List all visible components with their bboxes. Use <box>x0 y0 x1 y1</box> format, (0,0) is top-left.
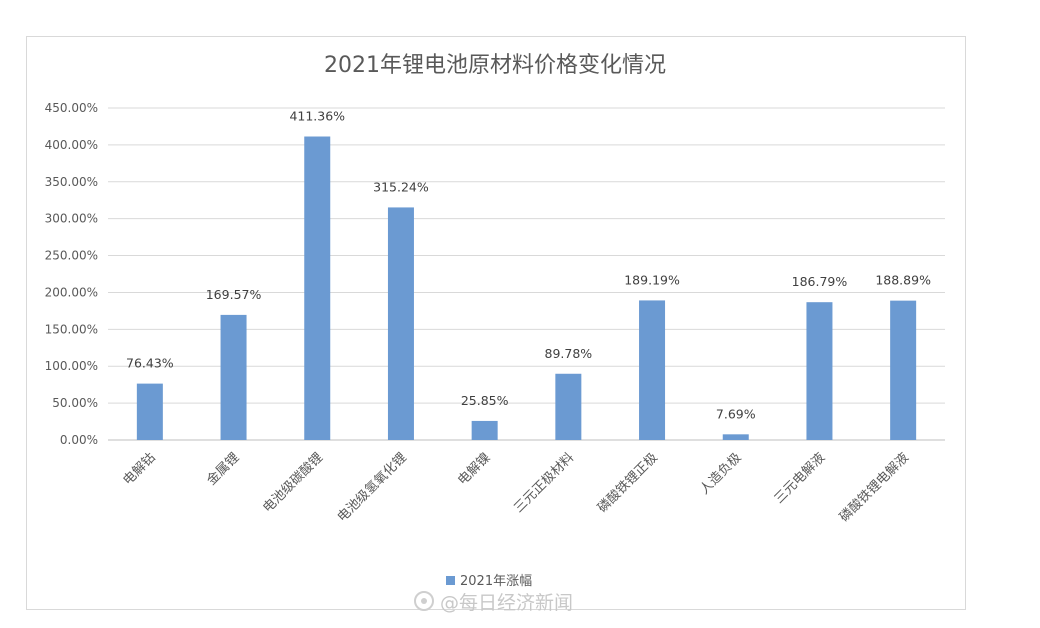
data-label: 189.19% <box>624 272 680 287</box>
data-label: 411.36% <box>289 109 345 124</box>
watermark-text: @每日经济新闻 <box>440 592 573 614</box>
data-label: 186.79% <box>792 274 848 289</box>
y-tick-label: 300.00% <box>45 212 98 226</box>
y-tick-label: 200.00% <box>45 285 98 299</box>
data-label: 7.69% <box>716 406 756 421</box>
legend-swatch <box>446 576 455 585</box>
y-tick-label: 0.00% <box>60 433 98 447</box>
bar <box>722 434 749 440</box>
chart-title: 2021年锂电池原材料价格变化情况 <box>324 53 666 78</box>
weibo-logo-icon <box>414 591 434 611</box>
bar <box>890 300 917 440</box>
legend: 2021年涨幅 <box>446 574 532 589</box>
y-tick-label: 250.00% <box>45 249 98 263</box>
category-label: 电解钴 <box>120 450 158 488</box>
bar <box>220 314 247 440</box>
y-tick-label: 50.00% <box>52 396 98 410</box>
y-tick-label: 150.00% <box>45 322 98 336</box>
bar <box>136 383 163 440</box>
data-label: 89.78% <box>545 346 593 361</box>
category-label: 三元正极材料 <box>511 450 577 516</box>
category-label: 电解镍 <box>455 450 493 488</box>
category-label: 电池级碳酸锂 <box>260 450 326 516</box>
y-tick-label: 400.00% <box>45 138 98 152</box>
weibo-logo-dot <box>421 598 427 604</box>
data-label: 188.89% <box>875 273 931 288</box>
y-tick-label: 350.00% <box>45 175 98 189</box>
bar <box>304 136 331 440</box>
bar <box>555 373 582 440</box>
category-label: 磷酸铁锂电解液 <box>837 450 912 525</box>
data-labels: 76.43% 169.57% 411.36% 315.24% 25.85% 89.78% 1… <box>126 109 931 422</box>
gridlines <box>108 107 945 441</box>
y-tick-label: 450.00% <box>45 101 98 115</box>
bar <box>387 207 414 440</box>
category-label: 金属锂 <box>203 450 242 489</box>
data-label: 315.24% <box>373 179 429 194</box>
category-label: 磷酸铁锂正极 <box>595 450 661 516</box>
category-labels: 电解钴 金属锂 电池级碳酸锂 电池级氢氧化锂 电解镍 三元正极材料 磷酸铁锂正极 人造负极 三元… <box>120 450 911 526</box>
data-label: 25.85% <box>461 393 509 408</box>
bar <box>806 302 833 440</box>
data-label: 169.57% <box>206 287 262 302</box>
watermark: @每日经济新闻 <box>414 591 573 614</box>
bar <box>471 420 498 440</box>
legend-label: 2021年涨幅 <box>460 574 532 589</box>
category-label: 电池级氢氧化锂 <box>335 450 410 525</box>
bars <box>136 136 917 440</box>
category-label: 人造负极 <box>697 450 744 497</box>
data-label: 76.43% <box>126 356 174 371</box>
bar <box>639 300 666 440</box>
category-label: 三元电解液 <box>772 450 829 507</box>
y-axis-ticks: 0.00% 50.00% 100.00% 150.00% 200.00% 250.00% 3… <box>45 101 98 447</box>
y-tick-label: 100.00% <box>45 359 98 373</box>
